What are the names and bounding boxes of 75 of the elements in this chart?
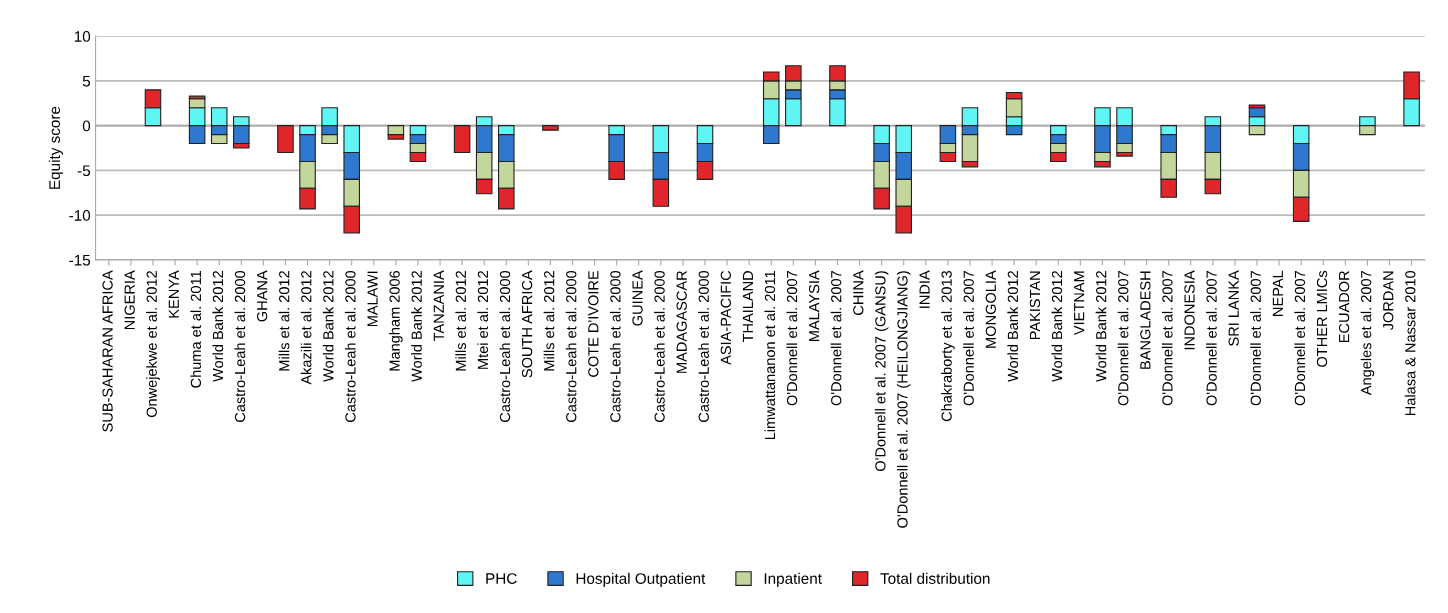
x-tick-label: World Bank 2012 <box>212 271 224 382</box>
x-tick-label: O'Donnell et al. 2007 (GANSU) <box>874 271 889 471</box>
x-tick-label: OTHER LMICs <box>1316 270 1328 367</box>
x-tick-label: World Bank 2012 <box>1007 271 1019 382</box>
x-tick-label: Mtei et al. 2012 <box>477 271 489 369</box>
x-tick-label: Castro-Leah et al. 2000 <box>499 270 511 422</box>
x-tick-label: INDIA <box>919 270 930 308</box>
x-tick-label: Castro-Leah et al. 2000 <box>698 270 709 422</box>
x-tick-label: World Bank 2012 <box>1095 271 1107 382</box>
x-tick-label: Onwejekwe et al. 2012 <box>146 271 160 418</box>
x-tick-label: Castro-Leah et al. 2000 <box>565 270 577 422</box>
x-tick-label: Chakraborty et al. 2013 <box>941 270 955 422</box>
legend-label: Total distribution <box>880 572 990 584</box>
x-tick-label: O'Donnell et al. 2007 (HEILONGJIANG) <box>896 271 911 528</box>
x-tick-label: SOUTH AFRICA <box>521 270 533 378</box>
x-tick-label: Mills et al. 2012 <box>278 271 290 371</box>
y-tick-label: 10 <box>74 31 91 42</box>
x-tick-label: O'Donnell et al. 2007 <box>1294 271 1306 406</box>
x-tick-label: KENYA <box>168 270 179 318</box>
x-tick-label: NIGERIA <box>124 270 135 330</box>
bar <box>277 125 294 154</box>
x-tick-label: Mangham 2006 <box>389 270 403 371</box>
x-tick-label: MALAWI <box>367 271 378 327</box>
x-tick-label: Castro-Leah et al. 2000 <box>654 270 665 422</box>
x-tick-label: GUINEA <box>632 270 643 326</box>
x-tick-label: World Bank 2012 <box>411 271 422 382</box>
legend-label: Hospital Outpatient <box>576 572 706 587</box>
x-tick-label: COTE D'IVOIRE <box>588 270 599 377</box>
x-tick-label: O'Donnell et al. 2007 <box>1117 271 1129 406</box>
x-tick-label: Limwattananon et al. 2011 <box>764 271 776 440</box>
bar <box>453 125 471 154</box>
bar <box>387 125 405 136</box>
x-tick-label: O'Donnell et al. 2007 <box>1161 271 1173 406</box>
x-tick-label: TANZANIA <box>433 270 444 342</box>
legend-label: PHC <box>486 573 517 584</box>
legend-label: Inpatient <box>764 572 822 587</box>
x-tick-label: World Bank 2012 <box>322 271 334 382</box>
y-tick-label: -5 <box>77 165 91 177</box>
x-tick-label: Chuma et al. 2011 <box>190 271 202 388</box>
x-tick-label: BANGLADESH <box>1140 271 1151 369</box>
x-tick-label: NEPAL <box>1272 270 1283 316</box>
x-tick-label: MALAYSIA <box>808 270 820 341</box>
x-tick-label: ECUADOR <box>1338 271 1350 343</box>
x-tick-label: MONGOLIA <box>985 270 996 348</box>
x-tick-label: O'Donnell et al. 2007 <box>786 271 798 406</box>
y-tick-label: -10 <box>69 210 91 221</box>
y-tick-label: 0 <box>82 120 91 132</box>
x-tick-label: THAILAND <box>742 271 753 343</box>
x-tick-label: Castro-Leah et al. 2000 <box>344 270 356 422</box>
x-tick-label: O'Donnell et al. 2007 <box>1250 271 1261 406</box>
x-tick-label: Mills et al. 2012 <box>543 271 555 371</box>
x-tick-label: O'Donnell et al. 2007 <box>830 271 842 406</box>
x-tick-label: Angeles et al. 2007 <box>1360 271 1375 396</box>
x-tick-label: SUB-SAHARAN AFRICA <box>102 270 113 432</box>
x-tick-label: O'Donnell et al. 2007 <box>963 271 974 406</box>
x-tick-label: VIETNAM <box>1074 271 1085 336</box>
x-tick-label: MADAGASCAR <box>676 271 687 373</box>
y-axis-title: Equity score <box>48 106 64 189</box>
x-tick-label: O'Donnell et al. 2007 <box>1206 271 1217 406</box>
x-tick-label: SRI LANKA <box>1228 270 1239 346</box>
y-tick-label: 5 <box>82 75 91 87</box>
x-tick-label: Castro-Leah et al. 2000 <box>234 270 246 422</box>
x-tick-label: CHINA <box>853 270 864 315</box>
x-tick-label: World Bank 2012 <box>1051 271 1063 382</box>
x-tick-label: ASIA-PACIFIC <box>720 270 731 365</box>
bar <box>542 125 559 131</box>
x-tick-label: INDONESIA <box>1184 270 1195 350</box>
x-tick-label: GHANA <box>256 270 268 322</box>
x-tick-label: Akazili et al. 2012 <box>300 271 312 385</box>
x-tick-label: Mills et al. 2012 <box>455 271 467 371</box>
y-tick-label: -15 <box>69 254 91 266</box>
x-tick-label: PAKISTAN <box>1029 271 1041 340</box>
x-tick-label: Halasa & Nassar 2010 <box>1404 270 1416 416</box>
x-tick-label: Castro-Leah et al. 2000 <box>609 270 621 422</box>
x-tick-label: JORDAN <box>1383 271 1394 331</box>
